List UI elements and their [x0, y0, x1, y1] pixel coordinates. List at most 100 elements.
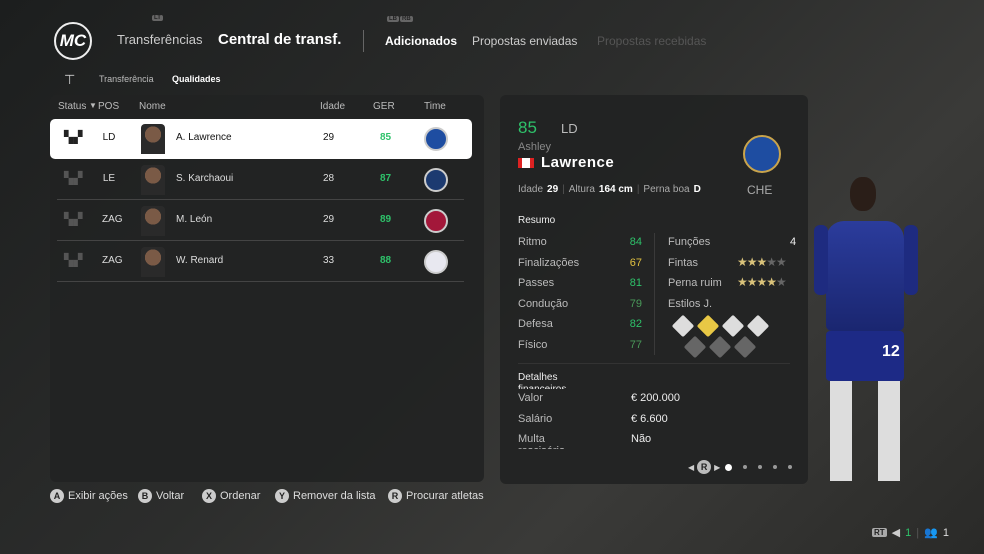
club-crest-icon: [424, 168, 448, 192]
stat-label: Físico: [518, 338, 548, 351]
binoculars-icon: ▚▞: [64, 171, 83, 185]
tab-propostas-enviadas[interactable]: Propostas enviadas: [472, 34, 578, 48]
players-list-panel: [50, 95, 484, 482]
foot-label: Perna boa: [643, 184, 690, 195]
col-pos[interactable]: POS: [98, 101, 120, 112]
club-crest-icon: [424, 209, 448, 233]
tab-adicionados[interactable]: Adicionados: [385, 34, 458, 48]
roles-value: 4: [790, 236, 797, 248]
stat-value: 67: [629, 256, 642, 269]
nav-transfers[interactable]: Transferências: [117, 32, 203, 47]
table-row[interactable]: ▚▞ ZAG W. Renard 33 88: [57, 242, 464, 282]
stat-value: 82: [629, 318, 642, 330]
pagination: ◀ R ▶: [688, 460, 793, 474]
summary-title: Resumo: [518, 215, 556, 226]
player-ovr: 85: [518, 118, 537, 137]
speaker-icon: ◀: [891, 527, 901, 539]
player-avatar: [141, 206, 165, 236]
lt-hint-icon: LT: [152, 15, 163, 21]
button-a-icon: A: [50, 489, 64, 503]
club-crest-icon: [424, 250, 448, 274]
subtab-qualidades[interactable]: Qualidades: [172, 74, 221, 84]
mc-logo: MC: [54, 22, 92, 60]
row-ger: 85: [380, 132, 392, 143]
row-pos: LD: [102, 132, 116, 143]
row-name: A. Lawrence: [176, 132, 232, 143]
row-age: 33: [323, 255, 335, 266]
action-label: Exibir ações: [68, 490, 128, 502]
player-club: CHE: [747, 183, 773, 197]
player-first-name: Ashley: [518, 141, 552, 153]
height-value: 164 cm: [598, 184, 633, 195]
col-status[interactable]: Status: [58, 101, 87, 112]
lb-hint-icon: LB: [387, 16, 399, 22]
skill-moves-stars: ★★★★★: [737, 255, 787, 269]
row-ger: 88: [380, 255, 392, 266]
fin-label: Valor: [518, 392, 543, 404]
canada-flag-icon: [518, 158, 534, 168]
button-b-icon: B: [138, 489, 152, 503]
fin-value: € 200.000: [631, 392, 680, 404]
subtab-transferencia[interactable]: Transferência: [99, 74, 154, 84]
stat-label: Condução: [518, 297, 569, 310]
button-x-icon: X: [202, 489, 216, 503]
voice-count: 1: [905, 526, 912, 539]
page-dot[interactable]: [773, 465, 778, 469]
page-dot[interactable]: [725, 463, 733, 471]
button-y-icon: Y: [275, 489, 289, 503]
financial-title: Detalhes financeiros: [518, 372, 566, 389]
binoculars-icon: ▚▞: [64, 212, 83, 226]
row-pos: LE: [102, 173, 116, 184]
row-pos: ZAG: [102, 255, 123, 266]
footer-action-remover-da-lista[interactable]: Y Remover da lista: [275, 489, 376, 503]
shirt-number: 12: [882, 343, 900, 360]
weak-foot-stars: ★★★★★: [737, 275, 787, 289]
player-last-name: Lawrence: [541, 154, 615, 171]
col-time[interactable]: Time: [424, 101, 446, 112]
table-row[interactable]: ▚▞ LD A. Lawrence 29 85: [50, 119, 472, 159]
row-name: S. Karchaoui: [176, 173, 234, 184]
player-pos: LD: [561, 121, 578, 136]
table-row[interactable]: ▚▞ LE S. Karchaoui 28 87: [57, 160, 464, 200]
page-title: Central de transf.: [218, 31, 342, 48]
player-model-image: 12: [812, 175, 932, 505]
stat-value: 77: [629, 338, 642, 351]
sort-icon: ▼: [89, 101, 97, 110]
action-label: Voltar: [156, 490, 185, 502]
binoculars-icon: ▚▞: [64, 253, 83, 267]
page-prev-icon[interactable]: ◀: [688, 462, 695, 472]
row-name: M. León: [176, 214, 213, 225]
page-dot[interactable]: [788, 465, 793, 469]
stat-value: 84: [629, 236, 642, 248]
footer-action-exibir-ações[interactable]: A Exibir ações: [50, 489, 128, 503]
roles-label: Funções disponíveis: [668, 236, 723, 249]
stat-value: 79: [629, 297, 642, 310]
weak-foot-label: Perna ruim: [668, 277, 722, 289]
page-dot[interactable]: [758, 465, 763, 469]
player-avatar: [141, 247, 165, 277]
left-stick-icon: ⊤: [64, 72, 76, 87]
club-crest-icon: [424, 127, 448, 151]
action-label: Ordenar: [220, 490, 261, 502]
stat-label: Passes: [518, 277, 555, 289]
col-nome[interactable]: Nome: [139, 101, 166, 112]
row-pos: ZAG: [102, 214, 123, 225]
binoculars-icon: ▚▞: [64, 130, 83, 144]
page-dot[interactable]: [743, 465, 748, 469]
age-value: 29: [547, 184, 559, 195]
table-row[interactable]: ▚▞ ZAG M. León 29 89: [57, 201, 464, 241]
col-idade[interactable]: Idade: [320, 101, 346, 112]
fin-label: Multa rescisória: [518, 433, 565, 449]
fin-value: Não: [631, 433, 652, 445]
tab-propostas-recebidas[interactable]: Propostas recebidas: [597, 34, 707, 48]
col-ger[interactable]: GER: [373, 101, 395, 112]
stat-label: Finalizações: [518, 256, 580, 269]
stat-label: Ritmo: [518, 236, 547, 248]
rb-hint-icon: RB: [400, 16, 413, 22]
divider: [654, 233, 655, 355]
playstyles-label: Estilos J.: [668, 298, 713, 310]
footer-action-voltar[interactable]: B Voltar: [138, 489, 184, 503]
footer-action-ordenar[interactable]: X Ordenar: [202, 489, 260, 503]
page-next-icon[interactable]: ▶: [714, 462, 721, 472]
footer-action-procurar-atletas[interactable]: R Procurar atletas: [388, 489, 484, 503]
